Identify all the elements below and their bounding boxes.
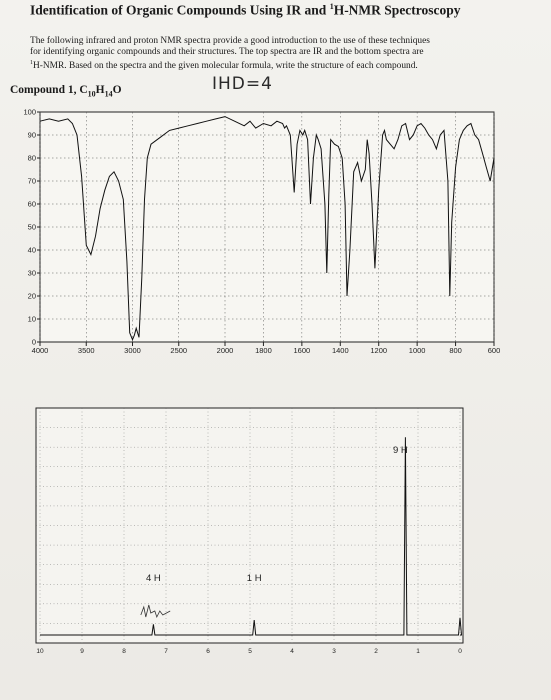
nmr-x-tick-label: 6	[206, 648, 210, 655]
nmr-integration-labels: 4 H 1 H 9 H	[146, 445, 408, 584]
nmr-x-tick-label: 8	[122, 648, 126, 655]
page-title: Identification of Organic Compounds Usin…	[30, 2, 540, 19]
ir-y-tick-label: 70	[28, 177, 36, 186]
ir-y-tick-label: 30	[28, 269, 36, 278]
ir-x-tick-label: 3500	[78, 346, 95, 355]
nmr-x-tick-label: 1	[416, 648, 420, 655]
ir-y-tick-label: 80	[28, 154, 36, 163]
formula-h-letter: H	[95, 84, 105, 96]
ir-x-tick-label: 1800	[255, 346, 272, 355]
ir-y-tick-label: 50	[28, 223, 36, 232]
ir-y-tick-label: 100	[23, 108, 36, 117]
formula-h-count: 14	[104, 89, 113, 99]
nmr-x-tick-label: 10	[36, 648, 44, 655]
ir-x-tick-label: 2000	[217, 346, 234, 355]
intro-line-3-text: H-NMR. Based on the spectra and the give…	[33, 60, 418, 71]
intro-line-2: for identifying organic compounds and th…	[30, 46, 424, 57]
ir-x-tick-label: 4000	[32, 346, 49, 355]
nmr-grid	[36, 408, 463, 643]
title-superscript: 1	[329, 2, 334, 11]
title-text: Identification of Organic Compounds Usin…	[30, 2, 330, 18]
ir-x-tick-label: 800	[449, 346, 462, 355]
ir-spectrum: 0 10 20 30 40 50 60 70 80 90 100 4000 3500 3000 2500 2…	[23, 108, 500, 356]
ir-transmittance-line	[39, 116, 495, 342]
compound-label: Compound 1, C10H14O	[10, 84, 122, 98]
nmr-x-tick-label: 4	[290, 648, 294, 655]
ir-y-tick-label: 10	[28, 315, 36, 324]
ir-y-axis: 0 10 20 30 40 50 60 70 80 90 100	[23, 108, 40, 347]
ir-x-tick-label: 1000	[409, 346, 426, 355]
intro-paragraph: The following infrared and proton NMR sp…	[30, 36, 520, 72]
nmr-integration-label: 1 H	[247, 573, 262, 584]
nmr-x-tick-label: 9	[80, 648, 84, 655]
intro-line-1: The following infrared and proton NMR sp…	[30, 36, 430, 46]
ir-x-tick-label: 1600	[294, 346, 311, 355]
ir-x-tick-label: 1200	[370, 346, 387, 355]
formula-c-count: 10	[87, 89, 96, 99]
nmr-integration-label: 9 H	[393, 445, 408, 456]
nmr-integration-label: 4 H	[146, 573, 161, 584]
nmr-x-tick-label: 5	[248, 648, 252, 655]
nmr-x-tick-label: 3	[332, 648, 336, 655]
ir-x-tick-label: 3000	[124, 346, 141, 355]
intro-superscript: 1	[30, 59, 33, 66]
nmr-x-tick-label: 0	[458, 648, 462, 655]
handwritten-ihd-note: IHD=4	[212, 74, 273, 94]
nmr-x-axis: 10 9 8 7 6 5 4 3 2 1 0	[36, 648, 462, 655]
nmr-x-tick-label: 7	[164, 648, 168, 655]
ir-x-tick-label: 2500	[170, 346, 187, 355]
ir-y-tick-label: 40	[28, 246, 36, 255]
ir-x-axis: 4000 3500 3000 2500 2000 1800 1600 1400 1200 1000…	[32, 342, 501, 355]
intro-line-3: 1H-NMR. Based on the spectra and the giv…	[30, 58, 520, 72]
nmr-signal-line	[40, 437, 463, 636]
ir-x-tick-label: 600	[488, 346, 501, 355]
ir-y-tick-label: 0	[32, 338, 36, 347]
title-tail: H-NMR Spectroscopy	[333, 2, 461, 18]
ir-x-tick-label: 1400	[332, 346, 349, 355]
ir-plot-frame	[39, 111, 495, 343]
compound-label-text: Compound 1, C	[10, 84, 88, 96]
formula-o: O	[112, 84, 122, 96]
ir-y-tick-label: 20	[28, 292, 36, 301]
nmr-integral-scribble	[140, 604, 171, 619]
ir-y-tick-label: 90	[28, 131, 36, 140]
nmr-x-tick-label: 2	[374, 648, 378, 655]
ir-y-tick-label: 60	[28, 200, 36, 209]
